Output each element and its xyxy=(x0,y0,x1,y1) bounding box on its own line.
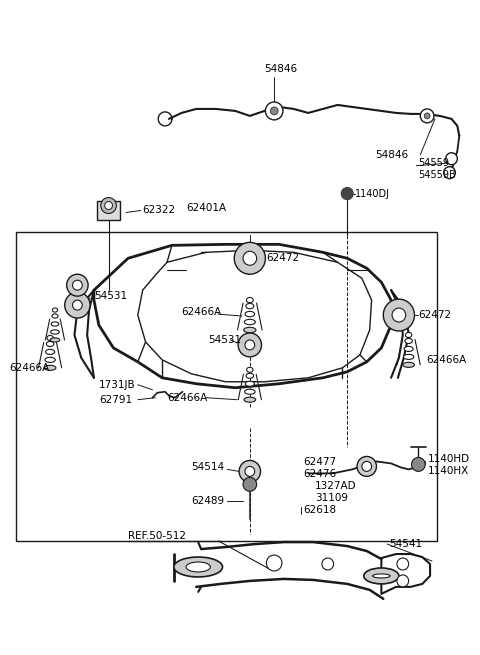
Circle shape xyxy=(270,107,278,115)
Circle shape xyxy=(420,109,434,123)
Text: 62618: 62618 xyxy=(303,505,336,515)
Text: 54559B: 54559B xyxy=(419,170,456,179)
Text: 62466A: 62466A xyxy=(181,307,222,317)
Text: 62466A: 62466A xyxy=(9,363,49,373)
Ellipse shape xyxy=(404,346,413,352)
Ellipse shape xyxy=(47,335,53,341)
Ellipse shape xyxy=(247,367,253,372)
Text: 1140HD: 1140HD xyxy=(428,455,470,464)
FancyBboxPatch shape xyxy=(97,200,120,221)
Ellipse shape xyxy=(372,574,390,578)
Text: 62489: 62489 xyxy=(192,496,225,506)
Ellipse shape xyxy=(44,365,56,370)
Ellipse shape xyxy=(52,314,58,318)
Circle shape xyxy=(444,166,456,179)
Ellipse shape xyxy=(174,557,223,577)
Text: 62472: 62472 xyxy=(419,310,452,320)
Circle shape xyxy=(397,558,408,570)
Ellipse shape xyxy=(186,562,210,572)
Ellipse shape xyxy=(244,397,256,402)
Circle shape xyxy=(392,308,406,322)
Circle shape xyxy=(72,280,82,290)
Ellipse shape xyxy=(47,341,54,346)
Circle shape xyxy=(362,461,372,472)
Circle shape xyxy=(245,466,255,476)
Circle shape xyxy=(243,252,257,265)
Ellipse shape xyxy=(51,330,59,334)
Text: 54846: 54846 xyxy=(264,64,298,74)
Circle shape xyxy=(341,187,353,200)
Ellipse shape xyxy=(45,358,55,362)
Text: 54559: 54559 xyxy=(419,158,449,168)
Circle shape xyxy=(243,477,257,491)
Text: 62791: 62791 xyxy=(99,395,132,405)
Text: 1140HX: 1140HX xyxy=(428,466,469,476)
Text: 62477: 62477 xyxy=(303,457,336,468)
Ellipse shape xyxy=(403,362,414,367)
Ellipse shape xyxy=(244,320,255,325)
Circle shape xyxy=(266,555,282,571)
Circle shape xyxy=(322,558,334,570)
Text: REF.50-512: REF.50-512 xyxy=(128,531,186,541)
Ellipse shape xyxy=(50,338,60,342)
Text: 54531: 54531 xyxy=(94,291,127,301)
Circle shape xyxy=(424,113,430,119)
Ellipse shape xyxy=(51,322,59,326)
Ellipse shape xyxy=(244,328,256,333)
Circle shape xyxy=(67,274,88,296)
Text: 62466A: 62466A xyxy=(426,355,467,365)
Text: 54531: 54531 xyxy=(208,335,241,345)
Circle shape xyxy=(65,292,90,318)
Text: 62472: 62472 xyxy=(266,253,300,263)
Ellipse shape xyxy=(405,339,412,343)
Ellipse shape xyxy=(52,308,58,312)
Circle shape xyxy=(445,153,457,164)
Text: 62466A: 62466A xyxy=(167,393,207,403)
Text: 1327AD: 1327AD xyxy=(315,481,357,491)
Circle shape xyxy=(357,457,376,476)
Text: 62401A: 62401A xyxy=(187,202,227,212)
Circle shape xyxy=(72,300,82,310)
Text: 1140DJ: 1140DJ xyxy=(355,189,390,198)
Circle shape xyxy=(411,457,425,472)
Circle shape xyxy=(105,202,112,210)
Text: 62476: 62476 xyxy=(303,470,336,479)
Circle shape xyxy=(384,299,414,331)
Ellipse shape xyxy=(406,333,412,337)
Text: 54541: 54541 xyxy=(389,539,422,549)
Ellipse shape xyxy=(245,381,254,386)
Circle shape xyxy=(265,102,283,120)
Circle shape xyxy=(101,198,116,214)
Circle shape xyxy=(397,575,408,587)
Ellipse shape xyxy=(245,389,255,394)
Ellipse shape xyxy=(246,297,253,303)
Ellipse shape xyxy=(403,354,414,360)
Text: 31109: 31109 xyxy=(315,493,348,503)
Ellipse shape xyxy=(46,349,55,354)
Circle shape xyxy=(234,242,265,274)
Bar xyxy=(16,233,437,541)
Text: 54846: 54846 xyxy=(375,150,408,160)
Ellipse shape xyxy=(245,311,254,317)
Circle shape xyxy=(245,340,255,350)
Circle shape xyxy=(239,460,261,482)
Circle shape xyxy=(238,333,262,357)
Ellipse shape xyxy=(364,568,399,584)
Ellipse shape xyxy=(246,303,254,309)
Text: 1731JB: 1731JB xyxy=(99,380,135,390)
Ellipse shape xyxy=(246,373,253,379)
Text: 54514: 54514 xyxy=(192,462,225,472)
Text: 62322: 62322 xyxy=(143,206,176,215)
